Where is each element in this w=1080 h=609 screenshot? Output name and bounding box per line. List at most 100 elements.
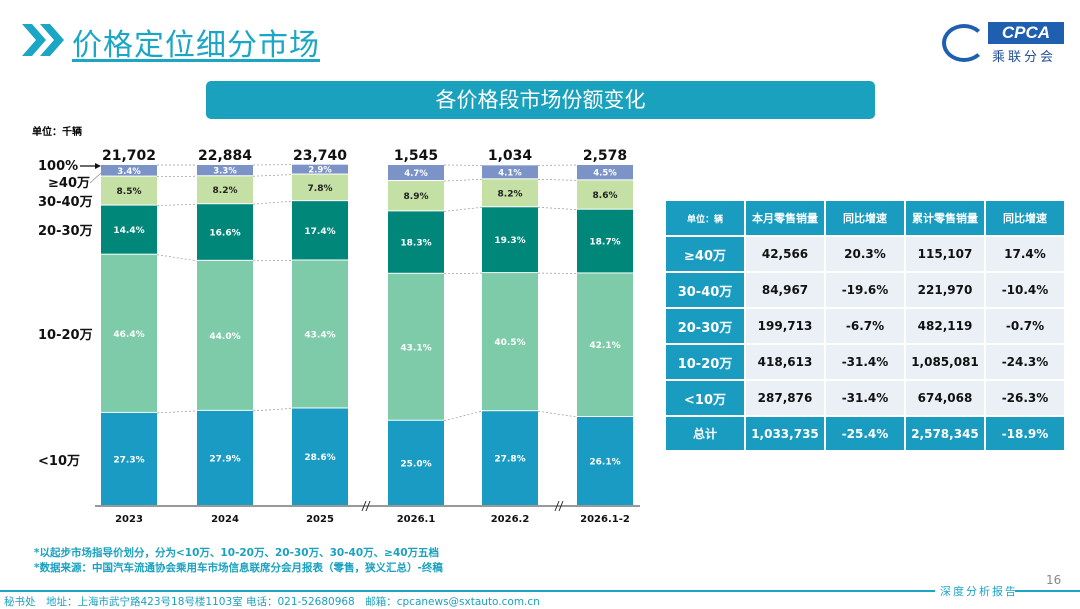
x-tick-label: 2026.2 [491, 514, 530, 525]
data-label: 27.9% [209, 454, 240, 464]
data-label: 2.9% [308, 166, 332, 176]
segment-label: 100% [38, 159, 78, 174]
data-label: 27.3% [113, 455, 144, 465]
logo-text: CPCA [988, 22, 1064, 44]
total-label: 23,740 [293, 148, 347, 164]
data-label: 14.4% [113, 226, 144, 236]
stacked-bar-chart: 27.3% 46.4% 14.4% 8.5% 3.4% 21,702 2023 27.9% 44… [0, 0, 660, 530]
table-cell: 17.4% [986, 237, 1064, 271]
data-label: 27.8% [494, 455, 525, 465]
table-cell: 482,119 [906, 309, 984, 343]
total-cell: -25.4% [826, 417, 904, 450]
arrow-icon [95, 163, 101, 169]
divider [0, 590, 935, 592]
page-number: 16 [1046, 573, 1061, 587]
data-label: 4.5% [593, 169, 617, 179]
data-label: 17.4% [304, 227, 335, 237]
data-label: 40.5% [494, 338, 525, 348]
data-label: 42.1% [589, 341, 620, 351]
data-label: 18.3% [400, 239, 431, 249]
x-tick-label: 2026.1 [397, 514, 436, 525]
data-label: 4.1% [498, 168, 522, 178]
table-cell: 42,566 [746, 237, 824, 271]
data-label: 44.0% [209, 332, 240, 342]
segment-label: ≥40万 [48, 176, 90, 191]
connector-line [444, 207, 482, 211]
x-tick-label: 2023 [115, 514, 143, 525]
divider [1015, 590, 1080, 592]
table-cell: 221,970 [906, 273, 984, 307]
connector-line [253, 175, 292, 177]
cpca-logo: CPCA 乘联分会 [940, 22, 1065, 64]
x-tick-label: 2025 [306, 514, 334, 525]
column-header: 本月零售销量 [746, 201, 824, 235]
connector-line [538, 411, 577, 417]
connector-line [444, 411, 482, 421]
x-tick-label: 2024 [211, 514, 239, 525]
connector-line [157, 411, 197, 413]
data-label: 4.7% [404, 169, 428, 179]
table-cell: -0.7% [986, 309, 1064, 343]
table-cell: -10.4% [986, 273, 1064, 307]
row-header: <10万 [666, 381, 744, 415]
data-label: 8.2% [498, 189, 523, 199]
data-label: 16.6% [209, 229, 240, 239]
data-label: 7.8% [308, 184, 333, 194]
connector-line [157, 255, 197, 261]
table-cell: 115,107 [906, 237, 984, 271]
total-label: 1,545 [394, 148, 438, 164]
data-label: 18.7% [589, 238, 620, 248]
logo-cn-text: 乘联分会 [992, 46, 1056, 65]
footer-address: 秘书处 地址：上海市武宁路423号18号楼1103室 电话：021-526809… [4, 594, 540, 609]
data-label: 46.4% [113, 330, 144, 340]
connector-line [538, 207, 577, 209]
total-cell: -18.9% [986, 417, 1064, 450]
connector-line [538, 179, 577, 180]
table-cell: -31.4% [826, 345, 904, 379]
note-1: *以起步市场指导价划分，分为<10万、10-20万、20-30万、30-40万、… [34, 545, 439, 560]
logo-emblem [942, 24, 986, 62]
data-label: 43.4% [304, 330, 335, 340]
data-label: 43.1% [400, 343, 431, 353]
data-label: 3.4% [117, 167, 141, 177]
leader-line [90, 173, 101, 183]
data-label: 25.0% [400, 459, 431, 469]
data-label: 8.9% [404, 192, 429, 202]
connector-line [444, 179, 482, 181]
table-cell: 199,713 [746, 309, 824, 343]
total-cell: 总计 [666, 417, 744, 450]
data-label: 8.5% [117, 187, 142, 197]
data-label: 3.3% [213, 167, 237, 177]
table-cell: -19.6% [826, 273, 904, 307]
data-label: 19.3% [494, 236, 525, 246]
row-header: ≥40万 [666, 237, 744, 271]
note-2: *数据来源：中国汽车流通协会乘用车市场信息联席分会月报表（零售，狭义汇总）-终稿 [34, 560, 443, 575]
report-label: 深度分析报告 [940, 583, 1018, 599]
data-label: 28.6% [304, 453, 335, 463]
column-header: 同比增速 [986, 201, 1064, 235]
column-header: 同比增速 [826, 201, 904, 235]
total-cell: 2,578,345 [906, 417, 984, 450]
total-label: 22,884 [198, 148, 252, 164]
row-header: 30-40万 [666, 273, 744, 307]
connector-line [157, 204, 197, 205]
column-header: 单位：辆 [666, 201, 744, 235]
total-label: 1,034 [488, 148, 533, 164]
table-cell: -31.4% [826, 381, 904, 415]
table-cell: -26.3% [986, 381, 1064, 415]
total-cell: 1,033,735 [746, 417, 824, 450]
table-cell: 674,068 [906, 381, 984, 415]
x-tick-label: 2026.1-2 [580, 514, 630, 525]
table-cell: 287,876 [746, 381, 824, 415]
segment-label: 30-40万 [38, 195, 93, 210]
table-cell: 84,967 [746, 273, 824, 307]
total-label: 21,702 [102, 148, 156, 164]
connector-line [253, 408, 292, 410]
data-label: 26.1% [589, 457, 620, 467]
